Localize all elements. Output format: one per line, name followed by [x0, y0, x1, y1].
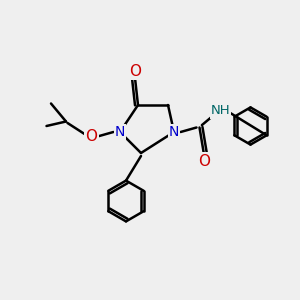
Text: N: N [115, 125, 125, 139]
Text: NH: NH [211, 104, 230, 118]
Text: O: O [85, 129, 98, 144]
Text: N: N [169, 125, 179, 139]
Text: O: O [129, 64, 141, 79]
Text: O: O [198, 154, 210, 169]
